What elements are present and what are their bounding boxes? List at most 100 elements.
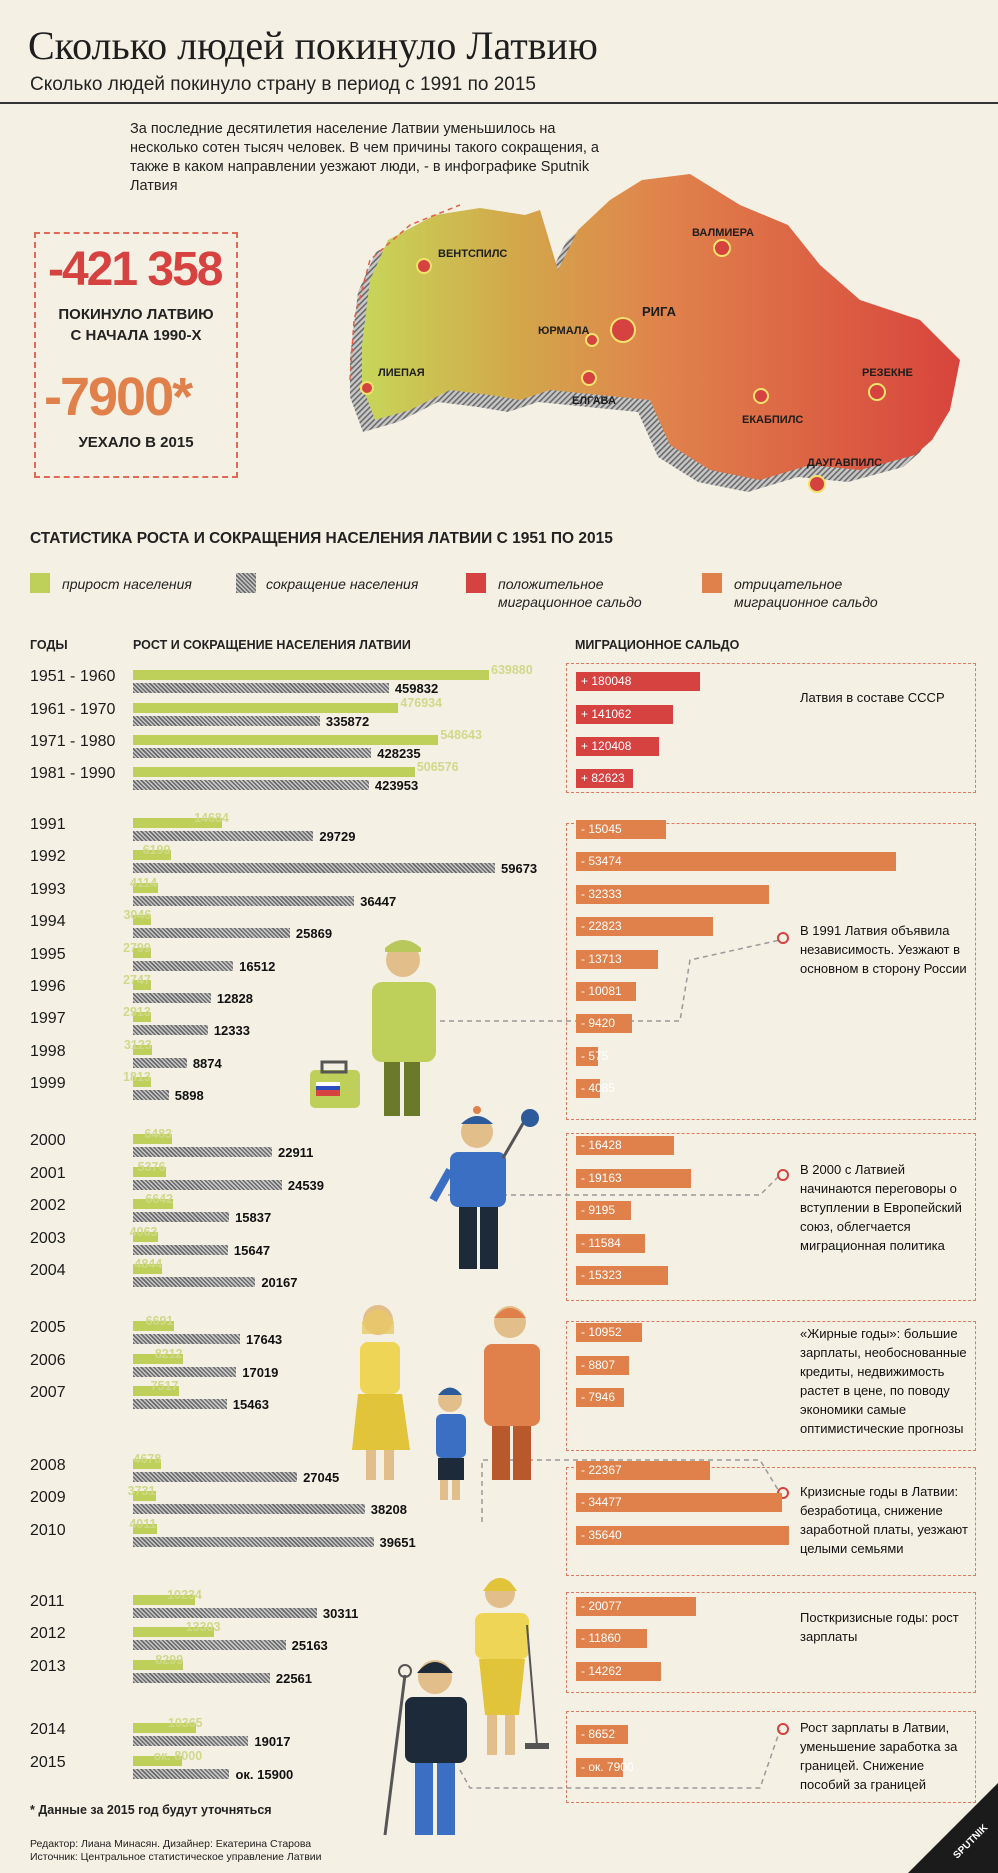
decline-value-label: 29729 <box>319 829 356 844</box>
note-wage-growth: Рост зарплаты в Латвии, уменьшение зараб… <box>800 1720 958 1792</box>
migration-bar: - 11860 <box>576 1629 647 1648</box>
decline-bar <box>133 1090 169 1100</box>
year-label: 2014 <box>30 1721 66 1738</box>
map-city-label: ЕКАБПИЛС <box>742 414 803 426</box>
total-left-label-2: С НАЧАЛА 1990-Х <box>70 327 202 344</box>
growth-bar <box>133 1134 173 1144</box>
growth-value-label: 6483 <box>144 1127 173 1141</box>
decline-value-label: 38208 <box>370 1502 407 1517</box>
growth-bar <box>133 980 151 990</box>
migration-bar: - 7946 <box>576 1388 624 1407</box>
growth-bar <box>133 1167 166 1177</box>
map-city-marker <box>713 239 731 257</box>
credits-editor: Редактор: Лиана Минасян. Дизайнер: Екате… <box>30 1838 312 1850</box>
legend-decline-label: сокращение населения <box>266 576 419 592</box>
migration-bar: - 10952 <box>576 1323 642 1342</box>
migration-bar: - 13713 <box>576 950 659 969</box>
year-label: 2010 <box>30 1522 66 1539</box>
decline-bar <box>133 863 495 873</box>
growth-value-label: 476934 <box>400 696 443 710</box>
year-label: 1961 - 1970 <box>30 701 116 718</box>
year-label: 1996 <box>30 978 66 995</box>
sputnik-logo-corner: SPUTNIK <box>908 1783 998 1873</box>
map-city-marker <box>808 475 826 493</box>
year-label: 1981 - 1990 <box>30 765 116 782</box>
decline-bar <box>133 716 320 726</box>
decline-bar <box>133 1334 241 1344</box>
growth-value-label: 3731 <box>127 1484 156 1498</box>
migration-bar: - 8652 <box>576 1725 628 1744</box>
migration-bar: - 14262 <box>576 1662 662 1681</box>
year-label: 2002 <box>30 1197 66 1214</box>
decline-value-label: 25163 <box>291 1638 328 1653</box>
migration-bar: - 16428 <box>576 1136 675 1155</box>
migration-bar: - 53474 <box>576 852 896 871</box>
decline-value-label: 15647 <box>233 1243 271 1258</box>
growth-bar <box>133 1199 174 1209</box>
decline-bar <box>133 1277 256 1287</box>
left-2015-label: УЕХАЛО В 2015 <box>78 434 194 451</box>
decline-bar <box>133 1472 298 1482</box>
migration-bar: - 15045 <box>576 820 667 839</box>
growth-bar <box>133 1354 183 1364</box>
migration-bar: - 575 <box>576 1047 608 1066</box>
year-label: 1993 <box>30 881 66 898</box>
year-label: 2006 <box>30 1352 66 1369</box>
note-post-crisis: Посткризисные годы: рост зарплаты <box>800 1610 959 1644</box>
decline-bar <box>133 1245 228 1255</box>
migration-bar: - 15323 <box>576 1266 668 1285</box>
decline-bar <box>133 748 372 758</box>
map-city-label: ЮРМАЛА <box>538 325 589 337</box>
decline-value-label: 459832 <box>394 681 439 696</box>
decline-bar <box>133 1673 270 1683</box>
legend-negative-swatch <box>702 573 722 593</box>
column-header-years: ГОДЫ <box>30 638 68 652</box>
decline-value-label: 19017 <box>254 1734 291 1749</box>
worker-couple-illustration <box>383 1578 549 1836</box>
growth-value-label: ок. 8000 <box>153 1749 203 1763</box>
note-fat-years: «Жирные годы»: большие зарплаты, необосн… <box>800 1326 967 1436</box>
growth-value-label: 2747 <box>123 973 151 987</box>
panel-2000-2004 <box>566 1133 976 1301</box>
growth-bar <box>133 735 439 745</box>
year-label: 1994 <box>30 913 66 930</box>
legend-negative-label-1: отрицательное <box>734 576 843 592</box>
growth-value-label: 4011 <box>129 1517 157 1531</box>
decline-value-label: 27045 <box>303 1470 340 1485</box>
migration-bar: - 22823 <box>576 917 713 936</box>
man-with-suitcase-illustration <box>310 940 436 1116</box>
header-divider <box>0 102 998 104</box>
growth-value-label: 2913 <box>123 1005 151 1019</box>
year-label: 2000 <box>30 1132 66 1149</box>
growth-bar <box>133 1077 151 1087</box>
growth-bar <box>133 1264 163 1274</box>
year-label: 2003 <box>30 1230 66 1247</box>
growth-bar <box>133 1627 214 1637</box>
map-city-label: ДАУГАВПИЛС <box>807 457 882 469</box>
migration-bar: - 22367 <box>576 1461 710 1480</box>
decline-value-label: 428235 <box>377 746 421 761</box>
growth-value-label: 14684 <box>194 811 229 825</box>
growth-bar <box>133 1386 179 1396</box>
year-label: 1997 <box>30 1010 66 1027</box>
growth-value-label: 639880 <box>491 663 533 677</box>
year-label: 2015 <box>30 1754 66 1771</box>
decline-value-label: 16512 <box>239 959 276 974</box>
growth-bar <box>133 818 223 828</box>
total-left-label-1: ПОКИНУЛО ЛАТВИЮ <box>58 306 214 323</box>
decline-value-label: 30311 <box>322 1606 359 1621</box>
legend-decline-swatch <box>236 573 256 593</box>
legend-negative-label-2: миграционное сальдо <box>734 594 878 610</box>
legend-positive-label-2: миграционное сальдо <box>498 594 642 610</box>
decline-bar <box>133 896 355 906</box>
decline-value-label: 423953 <box>374 778 419 793</box>
migration-bar: - 8807 <box>576 1356 629 1375</box>
migration-bar: - 9420 <box>576 1014 633 1033</box>
decline-value-label: 8874 <box>192 1056 222 1071</box>
growth-value-label: 506576 <box>416 760 459 774</box>
decline-value-label: 22561 <box>275 1671 313 1686</box>
left-2015-number: -7900* <box>44 367 193 427</box>
decline-bar <box>133 780 369 790</box>
decline-value-label: 15463 <box>232 1397 269 1412</box>
map-dash-outline <box>349 204 461 381</box>
